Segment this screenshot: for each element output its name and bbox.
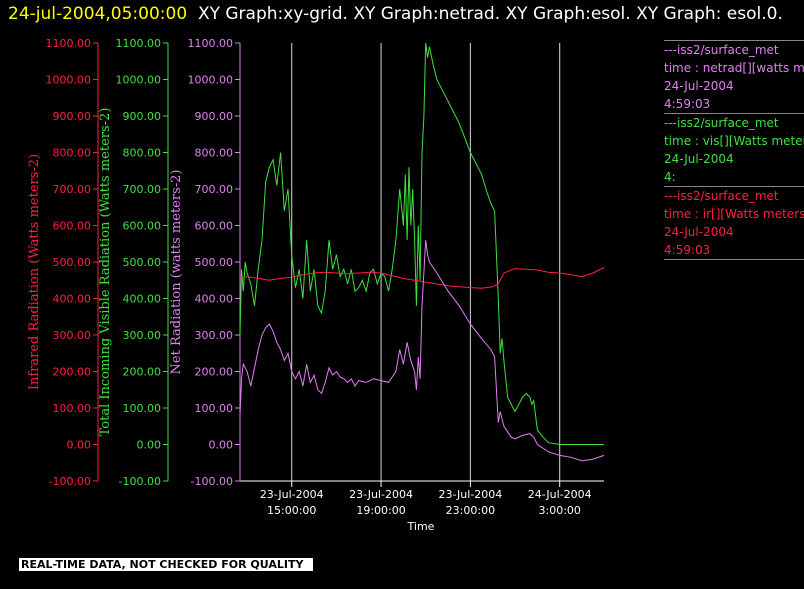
x-tick-date-1: 23-Jul-2004	[349, 488, 413, 501]
netrad-tick-label-2: 100.00	[195, 402, 234, 415]
vis-tick-label-8: 700.00	[123, 183, 162, 196]
legend-date: 24-Jul-2004	[664, 225, 734, 239]
netrad-tick-label-4: 300.00	[195, 329, 234, 342]
x-tick-time-0: 15:00:00	[267, 504, 316, 517]
x-tick-time-3: 3:00:00	[539, 504, 581, 517]
vis-tick-label-9: 800.00	[123, 147, 162, 160]
vis-series-line	[239, 42, 604, 445]
ir-axis-label: Infrared Radiation (Watts meters-2)	[27, 154, 42, 390]
legend-source: ---iss2/surface_met	[664, 189, 779, 203]
vis-tick-label-12: 1100.00	[116, 37, 162, 50]
grid-lines	[291, 43, 561, 481]
ir-tick-label-10: 900.00	[53, 110, 92, 123]
timestamp: 24-jul-2004,05:00:00	[8, 4, 188, 24]
netrad-tick-label-9: 800.00	[195, 147, 234, 160]
legend-time: 4:	[664, 170, 676, 184]
quality-disclaimer: REAL-TIME DATA, NOT CHECKED FOR QUALITY	[19, 558, 313, 571]
netrad-axis-label: Net Radiation (watts meters-2)	[169, 170, 184, 375]
x-tick-time-2: 23:00:00	[446, 504, 495, 517]
legend-date: 24-Jul-2004	[664, 79, 734, 93]
legend-time: 4:59:03	[664, 243, 711, 257]
legend-divider	[664, 259, 804, 260]
vis-tick-label-1: 0.00	[137, 439, 162, 452]
netrad-tick-label-7: 600.00	[195, 220, 234, 233]
vis-axis-label: Total Incoming Visible Radiation (Watts …	[98, 108, 113, 437]
data-series	[239, 42, 605, 462]
legend-name: time : netrad[][watts meters-2]	[664, 61, 804, 75]
ir-tick-label-9: 800.00	[53, 147, 92, 160]
ir-tick-label-7: 600.00	[53, 220, 92, 233]
ir-tick-label-3: 200.00	[53, 366, 92, 379]
vis-tick-label-2: 100.00	[123, 402, 162, 415]
graph-titles: XY Graph:xy-grid. XY Graph:netrad. XY Gr…	[197, 4, 783, 24]
vis-tick-label-10: 900.00	[123, 110, 162, 123]
vis-tick-label-11: 1000.00	[116, 74, 162, 87]
netrad-series-line	[239, 240, 605, 462]
netrad-tick-label-0: -100.00	[191, 475, 233, 488]
ir-tick-label-11: 1000.00	[46, 74, 92, 87]
x-tick-time-1: 19:00:00	[356, 504, 405, 517]
vis-tick-label-3: 200.00	[123, 366, 162, 379]
x-tick-date-2: 23-Jul-2004	[438, 488, 502, 501]
axis-labels: 23-Jul-2004 15:00:00 23-Jul-2004 19:00:00 23…	[27, 37, 592, 533]
legend-name: time : vis[][Watts meters-2]	[664, 134, 804, 148]
netrad-tick-label-11: 1000.00	[188, 74, 234, 87]
netrad-tick-label-12: 1100.00	[188, 37, 234, 50]
netrad-tick-label-3: 200.00	[195, 366, 234, 379]
ir-tick-label-0: -100.00	[49, 475, 91, 488]
x-tick-date-0: 23-Jul-2004	[260, 488, 324, 501]
ir-series-line	[239, 267, 605, 289]
ir-tick-label-12: 1100.00	[46, 37, 92, 50]
ir-tick-label-2: 100.00	[53, 402, 92, 415]
netrad-tick-label-8: 700.00	[195, 183, 234, 196]
legend-source: ---iss2/surface_met	[664, 43, 779, 57]
netrad-tick-label-1: 0.00	[209, 439, 234, 452]
netrad-tick-label-5: 400.00	[195, 293, 234, 306]
ir-tick-label-1: 0.00	[67, 439, 92, 452]
ir-tick-label-5: 400.00	[53, 293, 92, 306]
vis-tick-label-5: 400.00	[123, 293, 162, 306]
legend-source: ---iss2/surface_met	[664, 116, 779, 130]
ir-tick-label-8: 700.00	[53, 183, 92, 196]
vis-tick-label-4: 300.00	[123, 329, 162, 342]
x-axis-label: Time	[407, 520, 435, 533]
x-tick-date-3: 24-Jul-2004	[528, 488, 592, 501]
legend-time: 4:59:03	[664, 97, 711, 111]
vis-tick-label-0: -100.00	[119, 475, 161, 488]
page-title: 24-jul-2004,05:00:00 XY Graph:xy-grid. X…	[8, 2, 798, 26]
netrad-tick-label-10: 900.00	[195, 110, 234, 123]
vis-tick-label-7: 600.00	[123, 220, 162, 233]
vis-tick-label-6: 500.00	[123, 256, 162, 269]
ir-tick-label-4: 300.00	[53, 329, 92, 342]
netrad-tick-label-6: 500.00	[195, 256, 234, 269]
legend-date: 24-Jul-2004	[664, 152, 734, 166]
legend-name: time : ir[][Watts meters-2]	[664, 207, 804, 221]
ir-tick-label-6: 500.00	[53, 256, 92, 269]
